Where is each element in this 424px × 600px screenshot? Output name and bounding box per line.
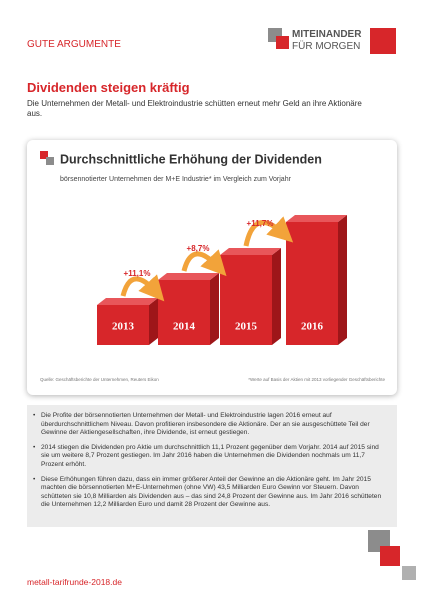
growth-label: +11,1% (124, 269, 151, 278)
bar-top (286, 215, 347, 222)
category-label: 2015 (235, 321, 258, 333)
footer-url: metall-tarifrunde-2018.de (27, 577, 122, 587)
category-label: 2014 (173, 321, 196, 333)
logo-line: MITEINANDER (292, 29, 362, 40)
growth-arrow (243, 216, 294, 247)
bar-top (220, 248, 281, 255)
ig-metall-logo (370, 28, 396, 54)
bullet: 2014 stiegen die Dividenden pro Aktie um… (33, 444, 389, 470)
bar-side (149, 298, 158, 345)
logo-line: FÜR MORGEN (292, 41, 361, 52)
deco-square (380, 546, 400, 566)
chart-note: *Werte auf Basis der Aktien mit 2013 vor… (248, 377, 385, 382)
bar-side (338, 215, 347, 345)
growth-arrow (120, 274, 165, 302)
category-label: 2016 (301, 321, 324, 333)
chart-subtitle: börsennotierter Unternehmen der M+E Indu… (60, 176, 292, 183)
bar (286, 222, 338, 345)
bar-top (97, 298, 158, 305)
logo-square (276, 36, 289, 49)
chart-title: Durchschnittliche Erhöhung der Dividende… (60, 152, 322, 166)
bullet-box: Die Profite der börsennotierten Unterneh… (27, 405, 397, 527)
growth-label: +11,7% (247, 219, 274, 228)
bar (220, 255, 272, 345)
category-label: 2013 (112, 321, 135, 333)
bullet: Die Profite der börsennotierten Unterneh… (33, 412, 389, 438)
intro-text: Die Unternehmen der Metall- und Elektroi… (27, 99, 362, 118)
bullet: Diese Erhöhungen führen dazu, dass ein i… (33, 476, 389, 510)
header-label: GUTE ARGUMENTE (27, 39, 121, 50)
bar (158, 280, 210, 345)
title-icon (40, 151, 48, 159)
intro-title: Dividenden steigen kräftig (27, 80, 190, 95)
growth-arrow (181, 249, 227, 277)
growth-label: +8,7% (187, 244, 210, 253)
bar-side (272, 248, 281, 345)
chart-source: Quelle: Geschäftsberichte der Unternehme… (40, 377, 159, 382)
deco-square (402, 566, 416, 580)
title-icon (46, 157, 54, 165)
bar (97, 305, 149, 345)
bar-side (210, 273, 219, 345)
bar-top (158, 273, 219, 280)
